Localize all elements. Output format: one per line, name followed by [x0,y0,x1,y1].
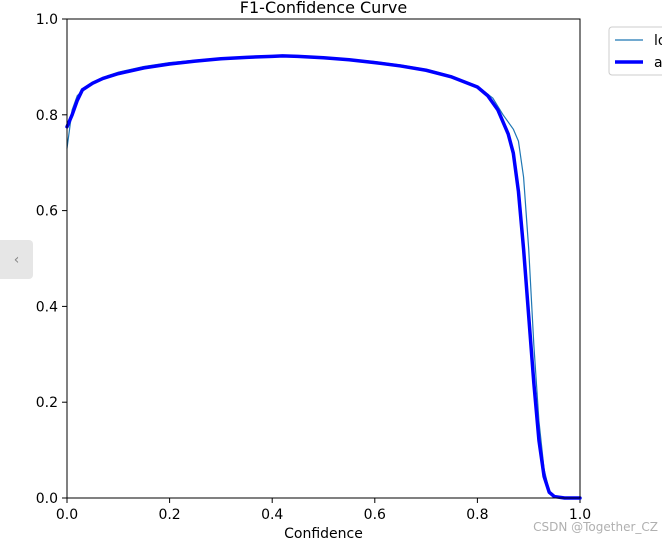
tick-layer: 0.0 0.2 0.4 0.6 0.8 1.0 0.0 0.2 0.4 0.6 0.8 1.0 [36,12,591,523]
legend-label-a: a [654,55,662,71]
y-tick-label: 0.8 [36,108,58,124]
x-tick-label: 0.6 [364,507,386,523]
side-collapse-tab[interactable]: ‹ [0,240,33,279]
watermark: CSDN @Together_CZ [533,520,658,534]
x-axis-title: Confidence [284,526,363,540]
series-line-a [65,54,582,500]
x-tick-label: 0.4 [261,507,283,523]
y-tick-label: 0.4 [36,299,58,315]
series-layer [65,54,582,500]
chart-title: F1-Confidence Curve [240,0,407,17]
plot-frame [66,18,581,499]
legend-label-lo: lo [654,33,662,49]
chevron-left-icon: ‹ [13,251,20,268]
y-tick-label: 1.0 [36,12,58,28]
x-tick-label: 0.2 [158,507,180,523]
y-tick-label: 0.2 [36,395,58,411]
x-tick-label: 1.0 [569,507,591,523]
x-tick-label: 0.0 [56,507,78,523]
x-tick-label: 0.8 [466,507,488,523]
y-tick-label: 0.6 [36,204,58,220]
y-tick-label: 0.0 [36,491,58,507]
legend: lo a [608,26,662,76]
